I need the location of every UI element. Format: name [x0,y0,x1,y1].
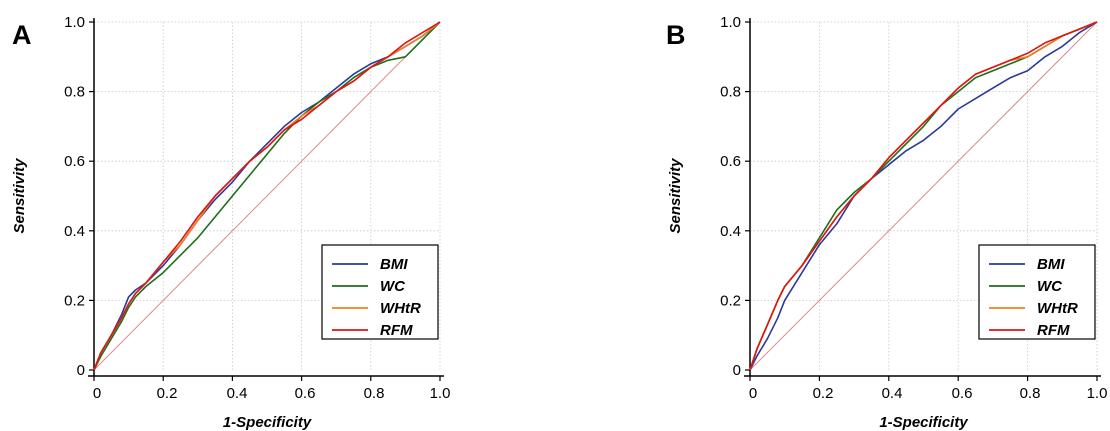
y-axis-title: Sensitivity [11,158,28,234]
y-tick-label: 1.0 [64,14,85,31]
reference-diagonal-line [93,21,441,371]
roc-curve-rfm [749,21,1098,371]
legend-label: WHtR [380,300,421,317]
reference-diagonal-line [749,21,1098,371]
chart-panel-b: 0 0.2 0.4 0.6 0.8 1.0 0 0.2 0.4 0.6 0.8 1.0 1-Specif… [666,14,1107,431]
x-tick-label: 0.4 [882,385,903,402]
x-tick-label: 0.8 [364,385,385,402]
y-tick-label: 0.6 [720,153,741,170]
x-axis-title: 1-Specificity [879,414,968,431]
x-tick-label: 0 [749,385,757,402]
legend-label: WC [1037,278,1063,295]
chart-panel-a: 0 0.2 0.4 0.6 0.8 1.0 0 0.2 0.4 0.6 0.8 1.0 1-Specif… [11,14,450,431]
y-tick-label: 0.4 [720,223,741,240]
legend-label: WHtR [1037,300,1078,317]
y-tick-label: 0.8 [720,84,741,101]
x-tick-label: 0.6 [295,385,316,402]
legend-label: BMI [1037,256,1065,273]
legend-box [978,244,1096,340]
y-tick-label: 0 [77,362,85,379]
x-tick-label: 0 [93,385,101,402]
y-tick-label: 0.2 [64,292,85,309]
y-tick-label: 0.8 [64,84,85,101]
legend-label: RFM [1037,322,1070,339]
legend-label: WC [380,278,406,295]
x-tick-label: 0.4 [227,385,248,402]
x-tick-label: 1.0 [1087,385,1108,402]
panel-label: A [12,20,32,50]
x-tick-label: 0.2 [157,385,178,402]
y-axis-title: Sensitivity [667,158,684,234]
panel-label: B [666,20,686,50]
legend-box [321,244,439,340]
y-tick-label: 1.0 [720,14,741,31]
y-tick-label: 0 [733,362,741,379]
y-tick-label: 0.2 [720,292,741,309]
x-tick-label: 1.0 [430,385,451,402]
legend-label: BMI [380,256,408,273]
roc-curve-rfm [93,21,441,371]
y-tick-label: 0.4 [64,223,85,240]
x-tick-label: 0.2 [813,385,834,402]
roc-curve-bmi [93,21,441,371]
legend-label: RFM [380,322,413,339]
roc-curve-bmi [749,21,1098,371]
x-tick-label: 0.6 [952,385,973,402]
y-tick-label: 0.6 [64,153,85,170]
x-tick-label: 0.8 [1020,385,1041,402]
x-axis-title: 1-Specificity [223,414,312,431]
